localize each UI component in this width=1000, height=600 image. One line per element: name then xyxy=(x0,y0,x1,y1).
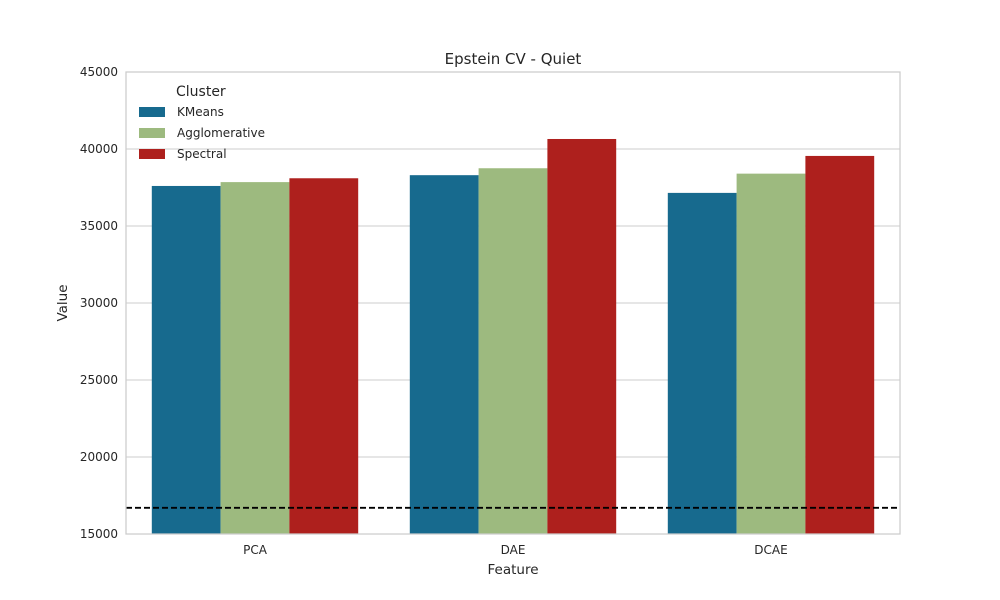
bar-spectral-pca xyxy=(289,178,359,534)
y-tick-label: 20000 xyxy=(80,450,118,464)
x-tick-label: DCAE xyxy=(754,543,787,557)
bar-kmeans-pca xyxy=(151,185,221,534)
plot-frame xyxy=(125,71,901,535)
bar-kmeans-dae xyxy=(409,175,479,534)
x-axis-label: Feature xyxy=(487,562,538,578)
y-axis-label: Value xyxy=(55,284,71,321)
legend-swatch-spectral xyxy=(139,149,165,159)
bars xyxy=(151,138,875,535)
chart-title: Epstein CV - Quiet xyxy=(445,50,582,68)
axis-ticks: 15000 20000 25000 30000 35000 40000 45000 PCA DA… xyxy=(80,65,788,557)
legend-label-spectral: Spectral xyxy=(177,147,227,161)
legend-items: KMeans Agglomerative Spectral xyxy=(139,105,265,161)
y-tick-label: 45000 xyxy=(80,65,118,79)
y-tick-label: 25000 xyxy=(80,373,118,387)
bar-kmeans-dcae xyxy=(667,192,737,534)
bar-spectral-dcae xyxy=(805,155,875,534)
legend: Cluster KMeans Agglomerative Spectral xyxy=(139,84,265,161)
bar-spectral-dae xyxy=(547,138,617,535)
y-tick-label: 40000 xyxy=(80,142,118,156)
bar-agglomerative-pca xyxy=(220,182,290,535)
y-tick-label: 35000 xyxy=(80,219,118,233)
legend-swatch-kmeans xyxy=(139,107,165,117)
y-tick-label: 15000 xyxy=(80,527,118,541)
legend-label-kmeans: KMeans xyxy=(177,105,224,119)
bar-agglomerative-dae xyxy=(478,168,548,534)
x-tick-label: PCA xyxy=(243,543,268,557)
bar-agglomerative-dcae xyxy=(736,173,806,534)
y-tick-label: 30000 xyxy=(80,296,118,310)
legend-title: Cluster xyxy=(176,84,226,100)
x-tick-label: DAE xyxy=(501,543,526,557)
legend-label-agglomerative: Agglomerative xyxy=(177,126,265,140)
legend-swatch-agglomerative xyxy=(139,128,165,138)
